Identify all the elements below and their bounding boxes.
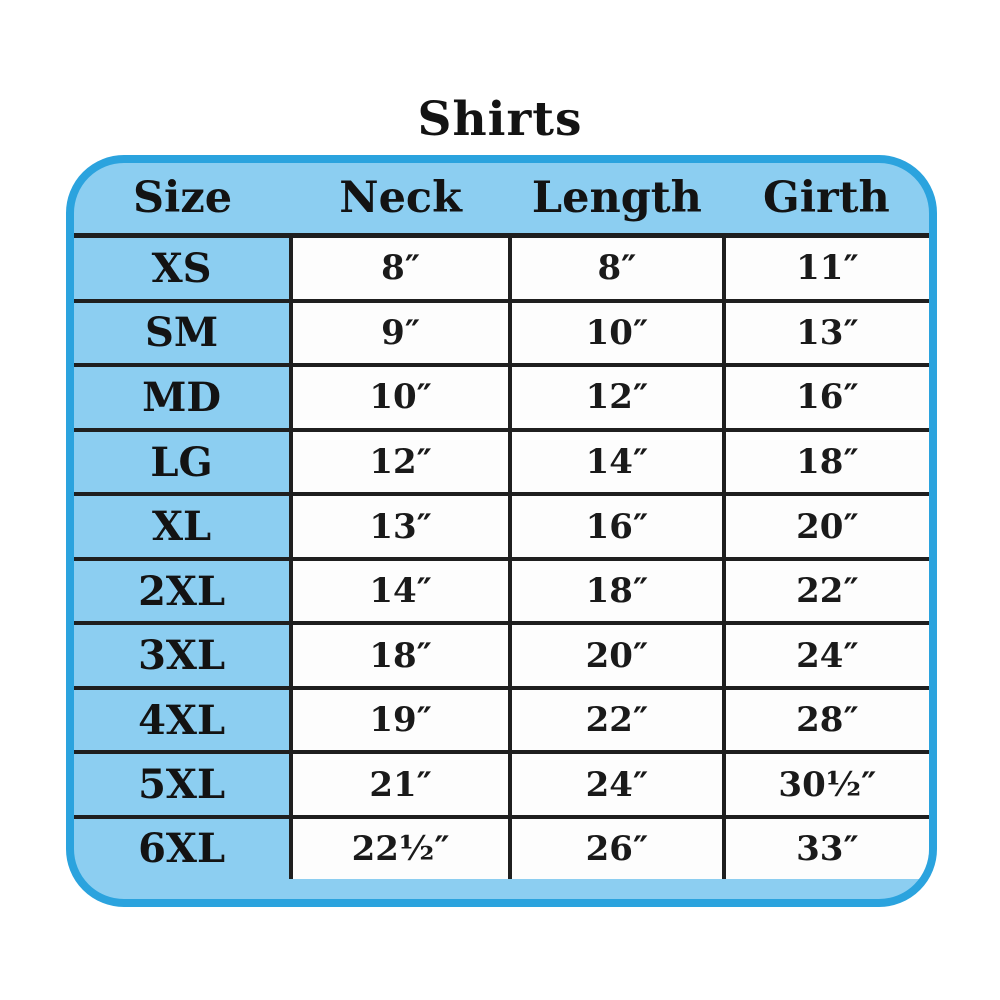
table-row-2xl: 2XL 14″ 18″ 22″ [74,556,929,624]
table-row-4xl: 4XL 19″ 22″ 28″ [74,685,929,753]
girth-value: 28″ [721,685,929,753]
length-value: 10″ [508,298,724,366]
row-label: 5XL [74,750,292,817]
length-value: 22″ [508,685,724,753]
neck-value: 21″ [289,750,511,817]
column-header-neck: Neck [291,163,511,238]
table-row-xl: XL 13″ 16″ 20″ [74,492,929,559]
row-label: 2XL [74,556,292,624]
page-title: Shirts [417,92,583,147]
row-label: 3XL [74,621,292,688]
neck-value: 10″ [289,363,511,430]
column-header-girth: Girth [723,163,929,238]
neck-value: 12″ [289,427,511,495]
row-label: SM [74,298,292,366]
girth-value: 18″ [721,427,929,495]
header-row: Size Neck Length Girth [74,163,929,238]
size-chart-table: Size Neck Length Girth XS 8″ 8″ 11″ SM 9… [74,163,929,879]
column-header-length: Length [510,163,724,238]
table-row-6xl: 6XL 22½″ 26″ 33″ [74,814,929,879]
length-value: 14″ [508,427,724,495]
length-value: 12″ [508,363,724,430]
length-value: 26″ [508,814,724,879]
table-row-md: MD 10″ 12″ 16″ [74,363,929,430]
neck-value: 13″ [289,492,511,559]
girth-value: 24″ [721,621,929,688]
table-row-sm: SM 9″ 10″ 13″ [74,298,929,366]
neck-value: 22½″ [289,814,511,879]
row-label: 6XL [74,814,292,879]
girth-value: 22″ [721,556,929,624]
girth-value: 16″ [721,363,929,430]
girth-value: 33″ [721,814,929,879]
girth-value: 13″ [721,298,929,366]
row-label: LG [74,427,292,495]
row-label: XS [74,233,292,301]
table-row-xs: XS 8″ 8″ 11″ [74,233,929,301]
neck-value: 14″ [289,556,511,624]
row-label: 4XL [74,685,292,753]
row-label: XL [74,492,292,559]
neck-value: 19″ [289,685,511,753]
girth-value: 30½″ [721,750,929,817]
girth-value: 20″ [721,492,929,559]
length-value: 18″ [508,556,724,624]
size-chart-panel: Size Neck Length Girth XS 8″ 8″ 11″ SM 9… [66,155,937,907]
neck-value: 18″ [289,621,511,688]
table-row-3xl: 3XL 18″ 20″ 24″ [74,621,929,688]
column-header-size: Size [74,163,292,238]
length-value: 8″ [508,233,724,301]
length-value: 16″ [508,492,724,559]
table-row-lg: LG 12″ 14″ 18″ [74,427,929,495]
girth-value: 11″ [721,233,929,301]
length-value: 24″ [508,750,724,817]
table-row-5xl: 5XL 21″ 24″ 30½″ [74,750,929,817]
neck-value: 9″ [289,298,511,366]
neck-value: 8″ [289,233,511,301]
row-label: MD [74,363,292,430]
length-value: 20″ [508,621,724,688]
